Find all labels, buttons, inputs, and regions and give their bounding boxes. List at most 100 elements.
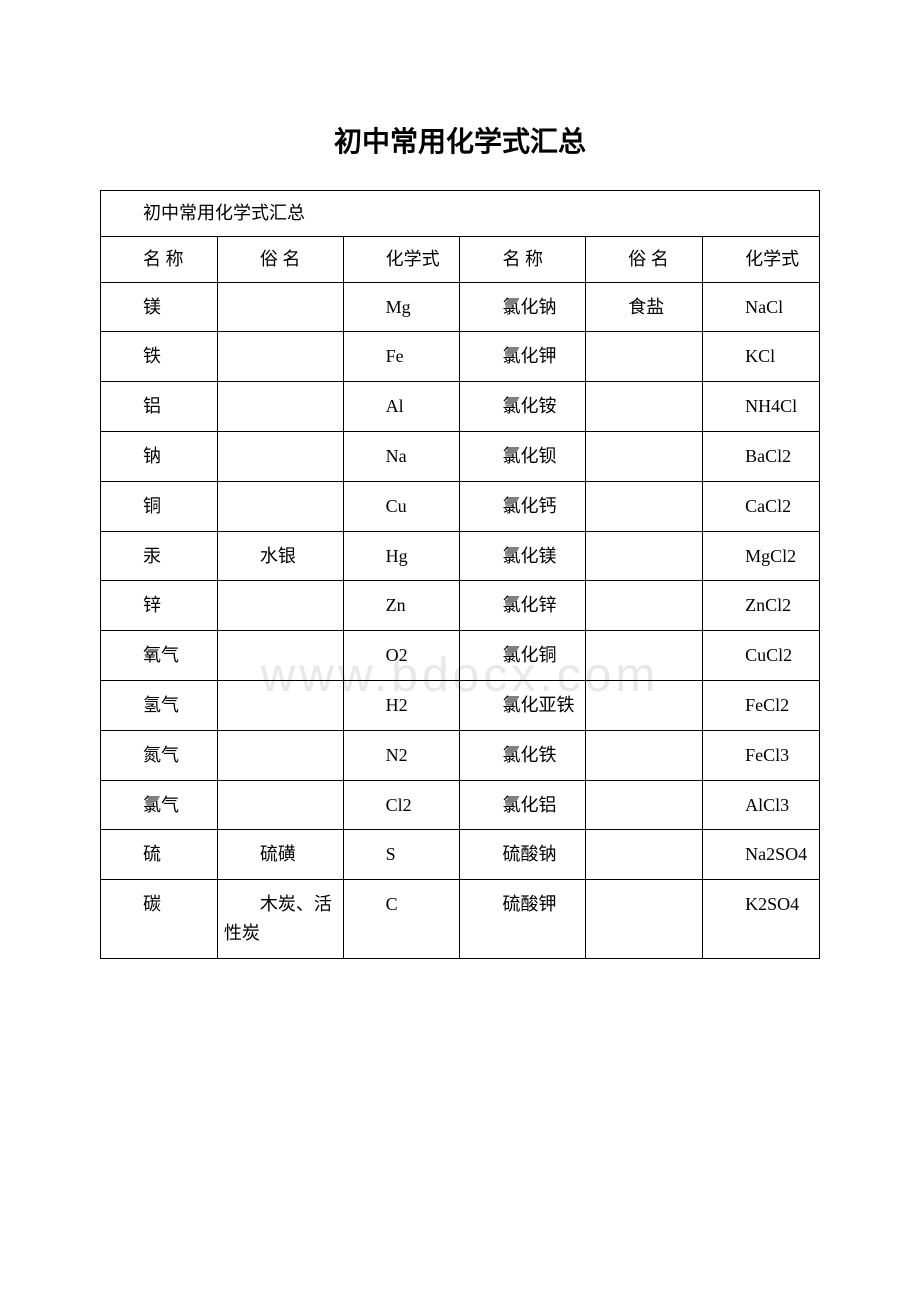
page-title: 初中常用化学式汇总 bbox=[100, 120, 820, 160]
cell-name1: 钠 bbox=[101, 431, 218, 481]
cell-formula2: K2SO4 bbox=[703, 880, 820, 959]
cell-common1: 水银 bbox=[217, 531, 343, 581]
cell-name2-text: 氯化铝 bbox=[460, 791, 585, 820]
cell-formula1-text: Na bbox=[344, 442, 460, 471]
cell-common2 bbox=[586, 332, 703, 382]
cell-formula2: MgCl2 bbox=[703, 531, 820, 581]
cell-formula2: BaCl2 bbox=[703, 431, 820, 481]
cell-name2: 氯化铝 bbox=[460, 780, 586, 830]
cell-name2: 氯化钙 bbox=[460, 481, 586, 531]
cell-name1-text: 汞 bbox=[101, 542, 217, 571]
cell-name2-text: 氯化钾 bbox=[460, 342, 585, 371]
cell-formula1: S bbox=[343, 830, 460, 880]
cell-name2: 氯化铵 bbox=[460, 382, 586, 432]
col-header-name1: 名 称 bbox=[101, 236, 218, 282]
col-header-formula1: 化学式 bbox=[343, 236, 460, 282]
cell-name2-text: 氯化铵 bbox=[460, 392, 585, 421]
table-row: 铁Fe氯化钾KCl bbox=[101, 332, 820, 382]
cell-formula1-text: Hg bbox=[344, 542, 460, 571]
table-row: 镁Mg氯化钠食盐NaCl bbox=[101, 282, 820, 332]
cell-name2: 氯化钾 bbox=[460, 332, 586, 382]
cell-common1 bbox=[217, 780, 343, 830]
cell-formula1-text: Cu bbox=[344, 492, 460, 521]
cell-common2 bbox=[586, 830, 703, 880]
cell-formula1-text: H2 bbox=[344, 691, 460, 720]
cell-common2 bbox=[586, 581, 703, 631]
cell-name1: 氮气 bbox=[101, 730, 218, 780]
cell-common2 bbox=[586, 431, 703, 481]
cell-formula1-text: Al bbox=[344, 392, 460, 421]
cell-name1: 氢气 bbox=[101, 680, 218, 730]
cell-common1-text: 木炭、活性炭 bbox=[218, 890, 343, 948]
cell-name2: 氯化钠 bbox=[460, 282, 586, 332]
table-caption-text: 初中常用化学式汇总 bbox=[101, 199, 819, 228]
cell-formula2: AlCl3 bbox=[703, 780, 820, 830]
cell-name1-text: 镁 bbox=[101, 293, 217, 322]
cell-formula1: O2 bbox=[343, 631, 460, 681]
cell-formula1: C bbox=[343, 880, 460, 959]
table-caption-cell: 初中常用化学式汇总 bbox=[101, 191, 820, 237]
table-row: 钠Na氯化钡BaCl2 bbox=[101, 431, 820, 481]
cell-common2 bbox=[586, 531, 703, 581]
table-row: 铝 Al氯化铵 NH4Cl bbox=[101, 382, 820, 432]
cell-name2-text: 氯化铜 bbox=[460, 641, 585, 670]
cell-common2 bbox=[586, 780, 703, 830]
cell-name2: 氯化镁 bbox=[460, 531, 586, 581]
cell-common1 bbox=[217, 282, 343, 332]
cell-common1 bbox=[217, 382, 343, 432]
cell-common2-text: 食盐 bbox=[586, 293, 702, 322]
table-row: 氯气 Cl2氯化铝 AlCl3 bbox=[101, 780, 820, 830]
cell-formula2: FeCl3 bbox=[703, 730, 820, 780]
cell-formula2: ZnCl2 bbox=[703, 581, 820, 631]
cell-formula1: Hg bbox=[343, 531, 460, 581]
cell-formula2-text: Na2SO4 bbox=[703, 840, 819, 869]
chemistry-table: 初中常用化学式汇总 名 称 俗 名 化学式 名 称 俗 名 化学式 镁Mg氯化钠… bbox=[100, 190, 820, 959]
cell-formula2-text: K2SO4 bbox=[703, 890, 819, 919]
table-caption-row: 初中常用化学式汇总 bbox=[101, 191, 820, 237]
cell-common2 bbox=[586, 680, 703, 730]
cell-name1: 铝 bbox=[101, 382, 218, 432]
cell-formula1: H2 bbox=[343, 680, 460, 730]
cell-common2 bbox=[586, 382, 703, 432]
cell-name1-text: 铝 bbox=[101, 392, 217, 421]
table-row: 氢气H2氯化亚铁FeCl2 bbox=[101, 680, 820, 730]
cell-formula1: Cl2 bbox=[343, 780, 460, 830]
cell-name2-text: 氯化镁 bbox=[460, 542, 585, 571]
cell-formula2-text: ZnCl2 bbox=[703, 591, 819, 620]
table-row: 硫硫磺S硫酸钠Na2SO4 bbox=[101, 830, 820, 880]
cell-name2-text: 硫酸钾 bbox=[460, 890, 585, 919]
cell-formula2-text: CaCl2 bbox=[703, 492, 819, 521]
cell-name1-text: 铜 bbox=[101, 492, 217, 521]
cell-formula1: Cu bbox=[343, 481, 460, 531]
cell-name1: 镁 bbox=[101, 282, 218, 332]
cell-common1 bbox=[217, 680, 343, 730]
cell-formula2: FeCl2 bbox=[703, 680, 820, 730]
cell-formula2: CuCl2 bbox=[703, 631, 820, 681]
cell-name2: 硫酸钾 bbox=[460, 880, 586, 959]
cell-formula1-text: S bbox=[344, 840, 460, 869]
cell-common2 bbox=[586, 631, 703, 681]
cell-name1-text: 锌 bbox=[101, 591, 217, 620]
cell-formula2: NaCl bbox=[703, 282, 820, 332]
cell-formula1-text: C bbox=[344, 890, 460, 919]
cell-common1: 木炭、活性炭 bbox=[217, 880, 343, 959]
table-row: 铜 Cu氯化钙 CaCl2 bbox=[101, 481, 820, 531]
cell-formula2-text: NaCl bbox=[703, 293, 819, 322]
cell-name1: 铜 bbox=[101, 481, 218, 531]
cell-formula2-text: BaCl2 bbox=[703, 442, 819, 471]
cell-name1: 铁 bbox=[101, 332, 218, 382]
cell-common1 bbox=[217, 730, 343, 780]
cell-formula2-text: KCl bbox=[703, 342, 819, 371]
table-row: 氧气O2氯化铜CuCl2 bbox=[101, 631, 820, 681]
document-page: www.bdocx.com 初中常用化学式汇总 初中常用化学式汇总 名 称 俗 … bbox=[0, 0, 920, 1019]
cell-name2: 氯化铁 bbox=[460, 730, 586, 780]
cell-formula1: Al bbox=[343, 382, 460, 432]
cell-name2-text: 氯化铁 bbox=[460, 741, 585, 770]
cell-name1-text: 硫 bbox=[101, 840, 217, 869]
cell-common1 bbox=[217, 581, 343, 631]
cell-formula2: NH4Cl bbox=[703, 382, 820, 432]
cell-common2: 食盐 bbox=[586, 282, 703, 332]
cell-common1 bbox=[217, 431, 343, 481]
cell-name1-text: 氯气 bbox=[101, 791, 217, 820]
cell-name2-text: 氯化钙 bbox=[460, 492, 585, 521]
